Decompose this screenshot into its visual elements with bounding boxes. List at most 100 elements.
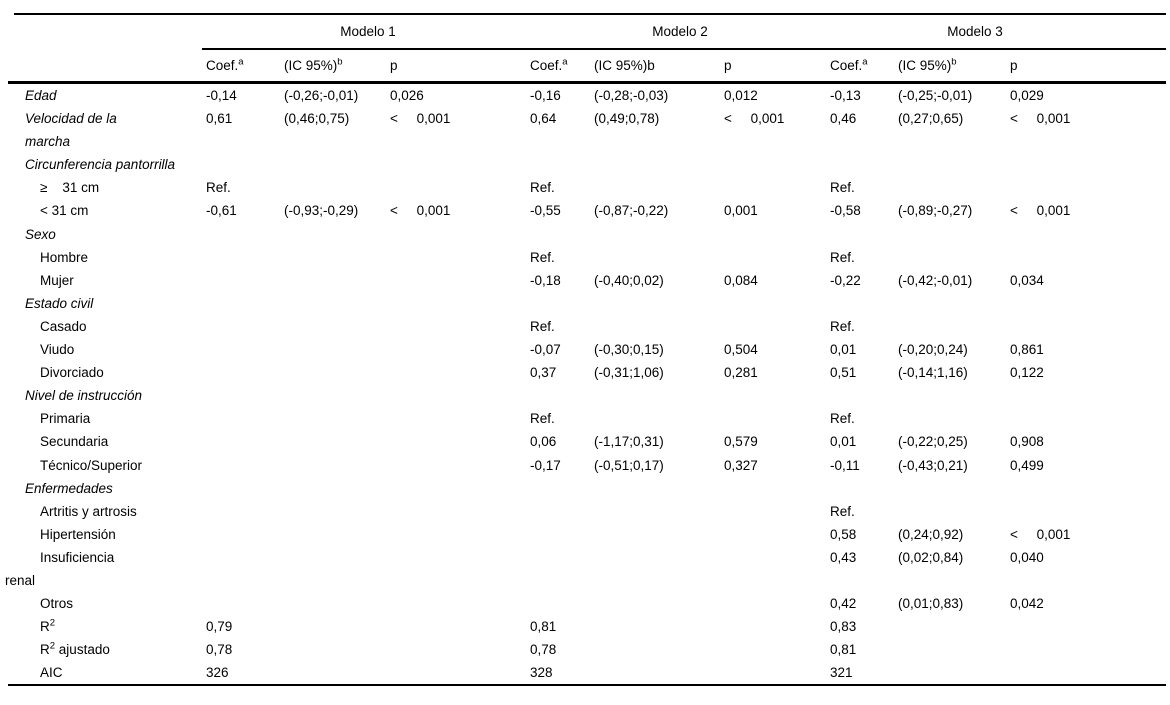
table-row: R2 0,79 0,81 0,83 (0, 615, 1170, 638)
cell: 0,327 (724, 457, 758, 473)
row-label: Estado civil (25, 295, 94, 311)
cell: < 0,001 (390, 111, 451, 127)
column-header-row: Coef.a (IC 95%)b p Coef.a (IC 95%)b p Coef.a (I… (0, 50, 1170, 81)
table-row: Edad -0,14 (-0,26;-0,01) 0,026 -0,16 (-0,28;-… (0, 84, 1170, 107)
row-label: Insuficiencia renal (5, 549, 115, 588)
cell: 0,908 (1010, 434, 1044, 450)
column-header: p (390, 58, 398, 73)
model-header-2: Modelo 2 (652, 24, 708, 39)
cell: 0,499 (1010, 457, 1044, 473)
table-row: Mujer -0,18 (-0,40;0,02) 0,084 -0,22 (-0,42;-… (0, 269, 1170, 292)
cell: -0,13 (830, 88, 861, 103)
row-label: Edad (25, 88, 57, 103)
cell: < 0,001 (1010, 526, 1071, 542)
row-label: ≥ 31 cm (40, 180, 100, 196)
cell: (0,02;0,84) (898, 549, 964, 565)
cell: (-1,17;0,31) (594, 434, 664, 450)
cell: 0,51 (830, 365, 857, 381)
table-row: Técnico/Superior -0,17 (-0,51;0,17) 0,327 -0… (0, 454, 1170, 477)
row-label: Mujer (40, 272, 74, 288)
table-row: < 31 cm -0,61 (-0,93;-0,29) < 0,001 -0,55 (-0… (0, 199, 1170, 222)
cell: 0,034 (1010, 272, 1044, 288)
table-row: Insuficiencia renal 0,43 (0,02;0,84) 0,040 (0, 546, 1170, 592)
model-header-1: Modelo 1 (340, 24, 396, 39)
cell: -0,58 (830, 203, 861, 219)
cell: 0,029 (1010, 88, 1044, 103)
table-row: Casado Ref. Ref. (0, 315, 1170, 338)
row-label: Sexo (25, 226, 56, 242)
rule-under-models (202, 48, 1166, 50)
table-body: Edad -0,14 (-0,26;-0,01) 0,026 -0,16 (-0,28;-… (0, 84, 1170, 684)
column-header: (IC 95%)b (284, 56, 343, 73)
cell: (-0,26;-0,01) (284, 88, 359, 103)
cell: 0,042 (1010, 596, 1044, 612)
model-header-3: Modelo 3 (947, 24, 1003, 39)
cell: 0,084 (724, 272, 758, 288)
table-row: Secundaria 0,06 (-1,17;0,31) 0,579 0,01 (-0,2… (0, 430, 1170, 453)
column-header: (IC 95%)b (594, 58, 655, 73)
cell: 326 (206, 665, 229, 681)
table-row: Circunferencia pantorrilla (0, 153, 1170, 176)
cell: 0,64 (530, 111, 557, 127)
cell: 0,01 (830, 434, 857, 450)
cell: (0,01;0,83) (898, 596, 964, 612)
row-label: Primaria (40, 411, 91, 427)
cell: -0,22 (830, 272, 861, 288)
row-label: Hombre (40, 249, 89, 265)
cell: Ref. (530, 180, 555, 196)
row-label: AIC (40, 665, 63, 681)
cell: Ref. (830, 503, 855, 519)
cell: -0,07 (530, 342, 561, 358)
cell: < 0,001 (1010, 203, 1071, 219)
column-header: Coef.a (830, 56, 868, 73)
cell: < 0,001 (724, 111, 785, 127)
cell: 0,78 (206, 642, 233, 658)
table-row: Viudo -0,07 (-0,30;0,15) 0,504 0,01 (-0,20;0,… (0, 338, 1170, 361)
cell: -0,11 (830, 457, 860, 473)
row-label: Velocidad de la marcha (25, 111, 117, 150)
row-label: Divorciado (40, 365, 104, 381)
rule-bottom (8, 684, 1166, 687)
cell: 0,504 (724, 342, 758, 358)
cell: -0,17 (530, 457, 561, 473)
cell: 0,122 (1010, 365, 1044, 381)
cell: (-0,87;-0,22) (594, 203, 669, 219)
cell: -0,18 (530, 272, 561, 288)
row-label: < 31 cm (40, 203, 89, 219)
row-label: Técnico/Superior (40, 457, 143, 473)
table-row: Divorciado 0,37 (-0,31;1,06) 0,281 0,51 (-0,1… (0, 361, 1170, 384)
row-label: Artritis y artrosis (40, 503, 137, 519)
row-label: Enfermedades (25, 480, 113, 496)
row-label: Viudo (40, 342, 75, 358)
cell: 0,281 (724, 365, 758, 381)
cell: < 0,001 (390, 203, 451, 219)
table-row: Sexo (0, 223, 1170, 246)
table-row: AIC 326 328 321 (0, 661, 1170, 684)
cell: 0,81 (830, 642, 857, 658)
cell: 0,040 (1010, 549, 1044, 565)
row-label: Secundaria (40, 434, 109, 450)
table-row: Hipertensión 0,58 (0,24;0,92) < 0,001 (0, 523, 1170, 546)
rule-under-headers (8, 81, 1166, 84)
cell: (0,49;0,78) (594, 111, 660, 127)
cell: (-0,14;1,16) (898, 365, 968, 381)
cell: (0,46;0,75) (284, 111, 350, 127)
cell: Ref. (830, 318, 855, 334)
cell: 0,01 (830, 342, 857, 358)
cell: 0,43 (830, 549, 857, 565)
cell: 0,83 (830, 619, 857, 635)
table-row: Artritis y artrosis Ref. (0, 500, 1170, 523)
cell: (-0,40;0,02) (594, 272, 664, 288)
cell: (-0,22;0,25) (898, 434, 968, 450)
cell: (-0,30;0,15) (594, 342, 664, 358)
cell: (0,24;0,92) (898, 526, 964, 542)
cell: 0,026 (390, 88, 424, 103)
cell: 328 (530, 665, 553, 681)
table-row: ≥ 31 cm Ref. Ref. Ref. (0, 176, 1170, 199)
cell: 0,001 (724, 203, 758, 219)
cell: 0,61 (206, 111, 233, 127)
regression-table: Modelo 1 Modelo 2 Modelo 3 Coef.a (IC 95%… (0, 13, 1170, 687)
cell: Ref. (530, 411, 555, 427)
cell: 0,42 (830, 596, 857, 612)
column-header: Coef.a (206, 56, 244, 73)
